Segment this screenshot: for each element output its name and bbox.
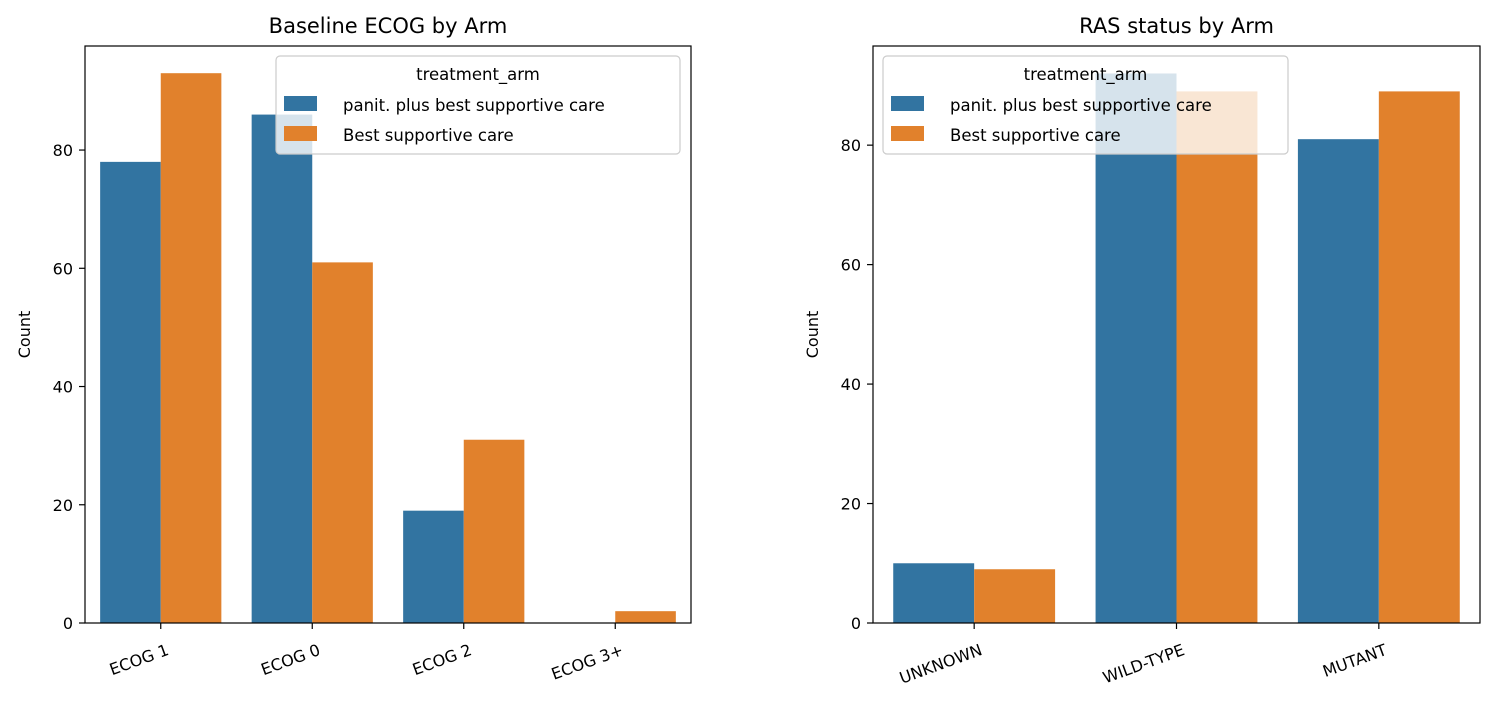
y-tick-label: 40 — [841, 375, 861, 394]
y-tick-label: 80 — [841, 136, 861, 155]
x-tick-label: ECOG 3+ — [549, 640, 626, 683]
legend: treatment_arm panit. plus best supportive… — [275, 55, 681, 155]
legend-swatch — [284, 126, 317, 141]
y-axis-label: Count — [803, 311, 822, 359]
y-tick-label: 20 — [53, 496, 73, 515]
chart-title: RAS status by Arm — [1079, 14, 1274, 38]
legend-title: treatment_arm — [416, 65, 540, 85]
bar-wild-type-series-1 — [1176, 91, 1258, 623]
bar-ecog-1-series-0 — [100, 161, 161, 623]
bar-ecog-0-series-0 — [251, 114, 313, 623]
legend-label: panit. plus best supportive care — [343, 96, 605, 115]
bar-ecog-1-series-1 — [160, 73, 222, 623]
y-tick-label: 0 — [851, 614, 861, 633]
legend-swatch — [284, 96, 317, 111]
y-tick-label: 60 — [53, 259, 73, 278]
x-tick-label: ECOG 1 — [107, 640, 171, 679]
bar-mutant-series-0 — [1297, 139, 1379, 624]
bar-ecog-2-series-1 — [463, 439, 525, 623]
chart-title: Baseline ECOG by Arm — [269, 14, 508, 38]
legend-label: Best supportive care — [343, 126, 514, 145]
chart-panel-ras: 0 20 40 60 80 UNKNOWN WILD-TYPE MUTANT RAS statu… — [803, 14, 1481, 688]
y-tick-label: 20 — [841, 495, 861, 514]
legend-label: panit. plus best supportive care — [950, 96, 1212, 115]
x-tick-label: WILD-TYPE — [1100, 640, 1187, 687]
y-tick-label: 60 — [841, 256, 861, 275]
x-tick-label: UNKNOWN — [897, 640, 985, 687]
y-tick-label: 0 — [63, 614, 73, 633]
legend-title: treatment_arm — [1024, 65, 1148, 85]
bar-ecog-0-series-1 — [312, 262, 373, 623]
x-tick-label: ECOG 2 — [410, 640, 474, 679]
legend-swatch — [891, 96, 924, 111]
chart-panel-ecog: 0 20 40 60 80 ECOG 1 ECOG 0 ECOG 2 ECOG 3+ Baseli… — [15, 14, 692, 684]
legend-frame — [275, 55, 681, 155]
bar-wild-type-series-0 — [1095, 73, 1177, 623]
y-tick-label: 40 — [53, 378, 73, 397]
bar-ecog-3--series-1 — [615, 611, 676, 623]
axes-frame — [84, 45, 692, 624]
bar-unknown-series-1 — [974, 569, 1056, 623]
bar-unknown-series-0 — [893, 563, 975, 623]
y-axis-label: Count — [15, 311, 34, 359]
legend-frame — [882, 55, 1289, 155]
y-tick-label: 80 — [53, 141, 73, 160]
legend-label: Best supportive care — [950, 126, 1121, 145]
legend-swatch — [891, 126, 924, 141]
x-tick-label: MUTANT — [1320, 640, 1389, 681]
legend: treatment_arm panit. plus best supportive… — [882, 55, 1289, 155]
bar-ecog-2-series-0 — [403, 510, 464, 623]
bar-mutant-series-1 — [1378, 91, 1460, 623]
x-tick-label: ECOG 0 — [258, 640, 322, 679]
